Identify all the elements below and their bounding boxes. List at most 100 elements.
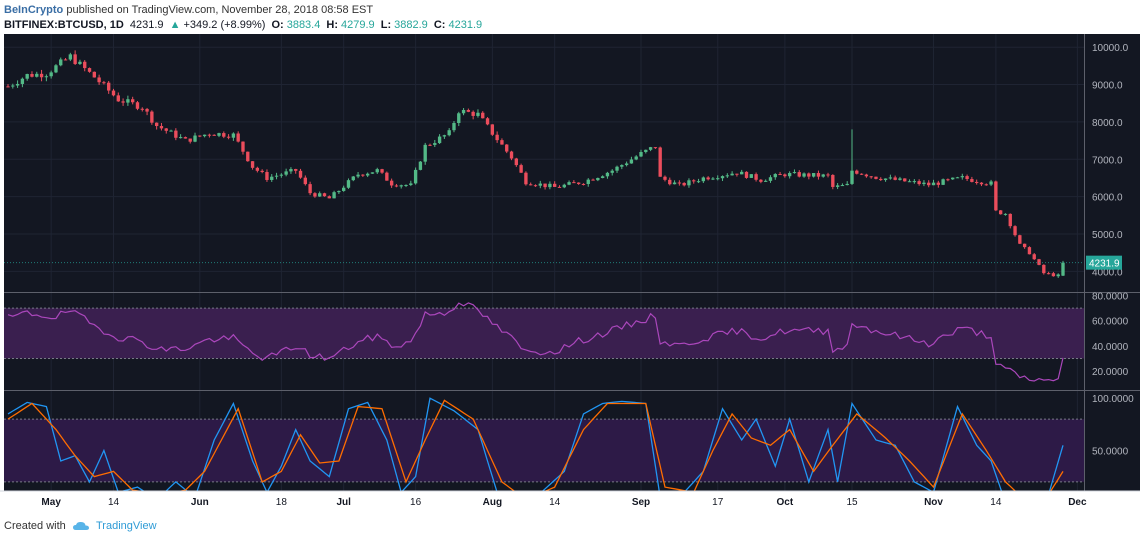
candle[interactable]: [198, 135, 202, 137]
candle[interactable]: [984, 184, 988, 186]
candle[interactable]: [668, 179, 672, 185]
candle[interactable]: [500, 140, 504, 145]
candle[interactable]: [840, 185, 845, 187]
candle[interactable]: [744, 171, 749, 178]
candle[interactable]: [1027, 247, 1032, 255]
candle[interactable]: [490, 124, 495, 135]
candle[interactable]: [807, 173, 811, 177]
candle[interactable]: [572, 182, 576, 184]
candle[interactable]: [457, 113, 461, 123]
candle[interactable]: [1037, 259, 1041, 265]
publisher-name[interactable]: BeInCrypto: [4, 4, 64, 16]
candle[interactable]: [68, 54, 73, 60]
candle[interactable]: [605, 172, 610, 177]
candle[interactable]: [260, 170, 264, 173]
candle[interactable]: [821, 174, 825, 177]
candle[interactable]: [308, 184, 312, 194]
candle[interactable]: [644, 149, 648, 153]
candle[interactable]: [284, 171, 288, 175]
candle[interactable]: [975, 181, 979, 183]
candle[interactable]: [543, 183, 547, 188]
candle[interactable]: [759, 179, 763, 182]
candle[interactable]: [557, 186, 562, 188]
candle[interactable]: [979, 182, 984, 185]
candle[interactable]: [629, 159, 634, 164]
candle[interactable]: [111, 90, 116, 96]
candle[interactable]: [620, 165, 624, 167]
candle[interactable]: [389, 180, 394, 186]
candle[interactable]: [481, 112, 485, 119]
candle[interactable]: [102, 82, 106, 84]
candle[interactable]: [433, 143, 437, 145]
candle[interactable]: [663, 176, 667, 180]
candle[interactable]: [332, 192, 336, 199]
candle[interactable]: [423, 144, 427, 162]
candle[interactable]: [20, 78, 25, 84]
candle[interactable]: [1032, 254, 1036, 260]
candle[interactable]: [1056, 274, 1060, 277]
candle[interactable]: [375, 169, 379, 173]
candle[interactable]: [289, 169, 293, 172]
candle[interactable]: [567, 182, 571, 185]
candle[interactable]: [720, 176, 725, 179]
candle[interactable]: [193, 135, 197, 142]
candle[interactable]: [922, 182, 926, 185]
candle[interactable]: [505, 144, 509, 152]
candle[interactable]: [946, 179, 950, 181]
candle[interactable]: [159, 126, 164, 129]
candle[interactable]: [327, 196, 331, 199]
candle[interactable]: [639, 152, 643, 157]
candle[interactable]: [965, 176, 969, 180]
candle[interactable]: [394, 185, 399, 187]
candle[interactable]: [44, 76, 49, 78]
candle[interactable]: [461, 109, 466, 114]
candle[interactable]: [1046, 273, 1051, 275]
candle[interactable]: [773, 174, 777, 178]
tradingview-brand-link[interactable]: TradingView: [96, 520, 157, 532]
candle[interactable]: [970, 179, 974, 182]
candle[interactable]: [797, 172, 801, 177]
candle[interactable]: [217, 133, 221, 136]
candle[interactable]: [524, 172, 528, 185]
candle[interactable]: [696, 181, 701, 183]
candle[interactable]: [701, 177, 706, 182]
candle[interactable]: [1003, 213, 1008, 215]
candle[interactable]: [778, 174, 782, 176]
candle[interactable]: [154, 122, 159, 127]
candle[interactable]: [318, 193, 322, 197]
rsi-line[interactable]: [7, 302, 1064, 382]
candle[interactable]: [898, 178, 902, 180]
candle[interactable]: [87, 68, 92, 72]
candle[interactable]: [365, 173, 370, 176]
candle[interactable]: [1042, 264, 1046, 274]
candle[interactable]: [768, 177, 773, 181]
candle[interactable]: [49, 72, 53, 77]
candle[interactable]: [452, 122, 456, 131]
candle[interactable]: [466, 109, 471, 112]
candle[interactable]: [677, 182, 682, 184]
candle[interactable]: [265, 172, 269, 180]
candle[interactable]: [730, 173, 734, 176]
candle[interactable]: [255, 167, 260, 171]
candle[interactable]: [907, 181, 912, 183]
candle[interactable]: [485, 118, 490, 125]
candle[interactable]: [447, 130, 451, 136]
candle[interactable]: [274, 175, 279, 177]
candle[interactable]: [658, 147, 662, 177]
candle[interactable]: [533, 185, 538, 187]
candle[interactable]: [236, 133, 240, 142]
candle[interactable]: [692, 180, 696, 182]
candle[interactable]: [428, 144, 432, 146]
candle[interactable]: [63, 59, 68, 61]
candle[interactable]: [121, 101, 125, 103]
candle[interactable]: [78, 61, 82, 64]
candle[interactable]: [951, 177, 955, 180]
candle[interactable]: [941, 179, 945, 185]
candle[interactable]: [442, 135, 447, 137]
candle[interactable]: [653, 147, 658, 149]
candle[interactable]: [1022, 243, 1027, 248]
candle[interactable]: [150, 111, 154, 123]
candle[interactable]: [361, 174, 365, 176]
candle[interactable]: [11, 85, 15, 87]
candle[interactable]: [164, 128, 168, 131]
